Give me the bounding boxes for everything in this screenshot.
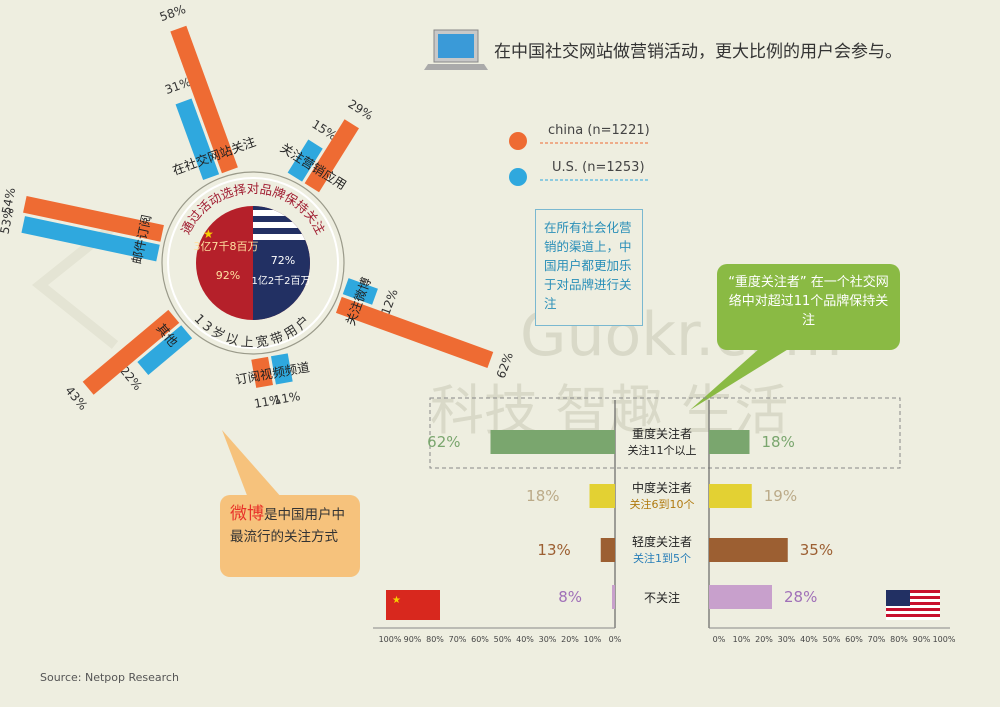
center-labels: 3亿7千8百万 92% 72% 1亿2千2百万 xyxy=(194,240,311,287)
left-tick-label: 30% xyxy=(539,635,557,644)
china-value-label: 13% xyxy=(537,541,570,559)
radial-bar-china-5 xyxy=(82,309,180,395)
radial-bar-U.S.-0 xyxy=(21,216,160,262)
weibo-callout-pointer xyxy=(222,430,282,498)
us-bar-1 xyxy=(709,484,752,508)
china-value-label: 62% xyxy=(427,433,460,451)
source-credit: Source: Netpop Research xyxy=(40,671,179,684)
right-tick-label: 90% xyxy=(913,635,931,644)
weibo-highlight: 微博 xyxy=(230,504,264,524)
us-value-label: 18% xyxy=(762,433,795,451)
right-tick-label: 50% xyxy=(823,635,841,644)
left-tick-label: 20% xyxy=(561,635,579,644)
radial-bar-china-1 xyxy=(170,25,238,174)
category-sublabel: 关注11个以上 xyxy=(628,443,697,457)
mirror-bar-chart: 100% 90% 80% 70% 60% 50% 40% 30% 20% 10% 0% 0% 10% 20… xyxy=(373,397,956,644)
us-bar-2 xyxy=(709,538,788,562)
category-label: 轻度关注者 xyxy=(632,534,692,549)
china-percent: 92% xyxy=(216,269,240,282)
legend-us-label: U.S. (n=1253) xyxy=(552,160,645,175)
left-tick-label: 60% xyxy=(471,635,489,644)
radial-value-label: 54% xyxy=(0,186,18,215)
radial-value-label: 29% xyxy=(346,97,376,123)
radial-bar-U.S.-4 xyxy=(270,353,293,385)
radial-bar-U.S.-3 xyxy=(342,278,378,305)
legend-markers xyxy=(509,132,650,186)
radial-bar-china-0 xyxy=(23,195,164,242)
category-sublabel: 关注1到5个 xyxy=(633,551,691,565)
china-value-label: 8% xyxy=(558,588,582,606)
radial-bar-chart: 53%54%邮件订阅31%58%在社交网站关注15%29%关注营销应用12%62… xyxy=(0,2,516,413)
category-label: 中度关注者 xyxy=(632,480,692,495)
us-percent: 72% xyxy=(271,254,295,267)
china-star: ★ xyxy=(203,227,214,241)
legend-china-label: china (n=1221) xyxy=(548,123,650,138)
laptop-icon xyxy=(424,29,488,70)
center-disc: ★ xyxy=(161,171,345,355)
left-tick-label: 0% xyxy=(609,635,622,644)
left-tick-label: 80% xyxy=(426,635,444,644)
weibo-note-text: 是中国用户中最流行的关注方式 xyxy=(230,507,345,545)
category-label: 重度关注者 xyxy=(632,426,692,441)
us-bar-0 xyxy=(709,430,750,454)
right-tick-label: 70% xyxy=(868,635,886,644)
right-tick-label: 30% xyxy=(778,635,796,644)
us-value-label: 35% xyxy=(800,541,833,559)
china-bar-3 xyxy=(612,585,615,609)
right-tick-label: 60% xyxy=(845,635,863,644)
radial-bar-U.S.-1 xyxy=(175,98,220,181)
right-tick-label: 80% xyxy=(890,635,908,644)
right-tick-label: 40% xyxy=(800,635,818,644)
left-tick-label: 50% xyxy=(494,635,512,644)
right-tick-label: 20% xyxy=(755,635,773,644)
heavy-follower-note: “重度关注者” 在一个社交网络中对超过11个品牌保持关注 xyxy=(717,264,900,350)
right-tick-label: 0% xyxy=(713,635,726,644)
left-tick-label: 40% xyxy=(516,635,534,644)
heavy-highlight-box xyxy=(429,397,901,469)
us-flag xyxy=(886,590,940,620)
us-bar-3 xyxy=(709,585,772,609)
us-users: 1亿2千2百万 xyxy=(251,274,310,287)
radial-value-label: 11% xyxy=(253,393,282,411)
china-flag: ★ xyxy=(386,590,440,620)
category-sublabel: 关注6到10个 xyxy=(630,497,695,511)
us-value-label: 28% xyxy=(784,588,817,606)
radial-bar-U.S.-2 xyxy=(287,139,323,182)
category-label: 不关注 xyxy=(644,590,680,605)
radial-bar-china-3 xyxy=(335,296,494,369)
radial-bar-china-2 xyxy=(304,119,359,193)
radial-value-label: 43% xyxy=(62,384,90,413)
svg-text:★: ★ xyxy=(392,595,401,606)
left-tick-label: 70% xyxy=(449,635,467,644)
radial-value-label: 11% xyxy=(273,389,302,407)
right-tick-label: 100% xyxy=(933,635,956,644)
heavy-callout-pointer xyxy=(690,348,790,410)
radial-value-label: 62% xyxy=(494,350,516,380)
right-tick-label: 10% xyxy=(733,635,751,644)
us-value-label: 19% xyxy=(764,487,797,505)
left-tick-label: 90% xyxy=(404,635,422,644)
radial-bar-U.S.-5 xyxy=(137,325,193,376)
headline: 在中国社交网站做营销活动，更大比例的用户会参与。 xyxy=(494,42,902,62)
china-value-label: 18% xyxy=(526,487,559,505)
china-users-note: 在所有社会化营销的渠道上，中国用户都更加乐于对品牌进行关注 xyxy=(535,209,643,326)
china-bar-0 xyxy=(490,430,615,454)
radial-value-label: 53% xyxy=(0,206,17,235)
weibo-note: 微博是中国用户中最流行的关注方式 xyxy=(220,495,360,577)
radial-value-label: 58% xyxy=(158,2,188,24)
china-bar-2 xyxy=(600,538,615,562)
radial-bar-china-4 xyxy=(251,356,273,388)
china-bar-1 xyxy=(589,484,615,508)
china-users: 3亿7千8百万 xyxy=(194,240,259,253)
left-tick-label: 10% xyxy=(584,635,602,644)
left-tick-label: 100% xyxy=(379,635,402,644)
